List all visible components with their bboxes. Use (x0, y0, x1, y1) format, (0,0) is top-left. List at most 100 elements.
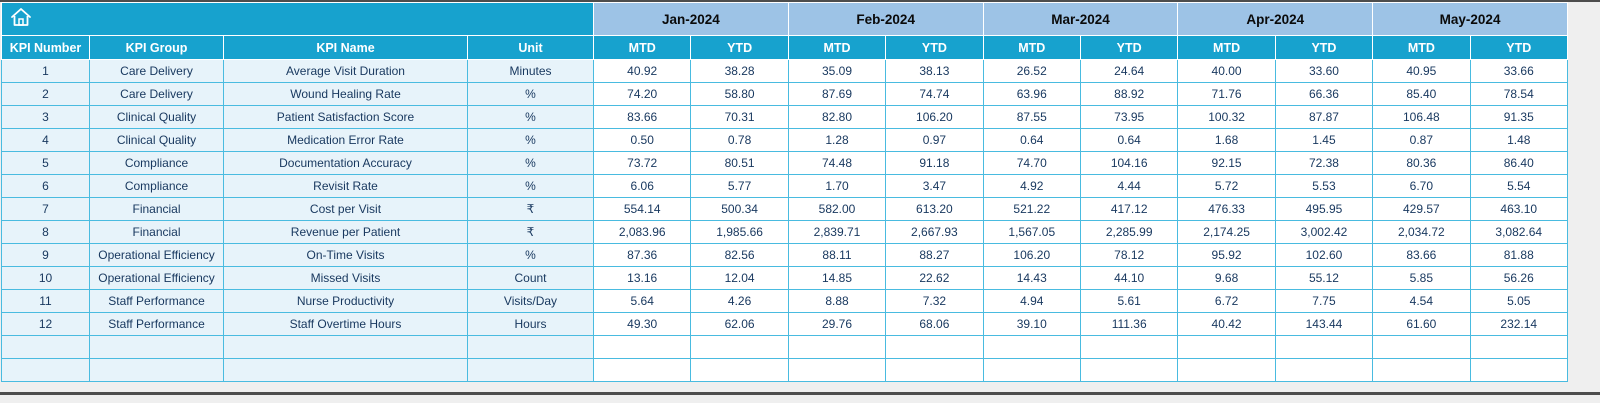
cell-value[interactable]: 1,985.66 (690, 220, 789, 244)
cell-value[interactable]: 70.31 (690, 105, 789, 129)
cell-value[interactable]: 33.66 (1469, 59, 1568, 83)
cell-value[interactable]: 1,567.05 (982, 220, 1081, 244)
cell-value[interactable]: 78.12 (1079, 243, 1179, 267)
cell-kpi-group[interactable]: Clinical Quality (89, 105, 224, 129)
cell-value[interactable]: 49.30 (592, 312, 692, 336)
month-header-apr-2024[interactable]: Apr-2024 (1177, 2, 1374, 36)
cell-value[interactable]: 72.38 (1274, 151, 1374, 175)
cell-kpi-number[interactable]: 2 (1, 82, 90, 106)
cell-value[interactable]: 78.54 (1469, 82, 1568, 106)
cell-kpi-number[interactable]: 8 (1, 220, 90, 244)
col-header-kpi-name[interactable]: KPI Name (223, 35, 468, 60)
cell-value[interactable]: 12.04 (690, 266, 789, 290)
cell-value[interactable]: 6.72 (1177, 289, 1276, 313)
home-icon[interactable] (10, 7, 32, 27)
cell-kpi-number[interactable]: 11 (1, 289, 90, 313)
cell-value[interactable]: 68.06 (885, 312, 984, 336)
month-header-may-2024[interactable]: May-2024 (1372, 2, 1568, 36)
cell-value[interactable]: 102.60 (1274, 243, 1374, 267)
cell-unit[interactable]: % (467, 174, 594, 198)
cell-value[interactable]: 2,083.96 (592, 220, 692, 244)
cell-value[interactable]: 0.64 (1079, 128, 1179, 152)
cell-value[interactable]: 1.45 (1274, 128, 1374, 152)
cell-value[interactable]: 2,839.71 (787, 220, 887, 244)
cell-value[interactable]: 4.94 (982, 289, 1081, 313)
empty-cell[interactable] (885, 335, 984, 359)
month-header-feb-2024[interactable]: Feb-2024 (787, 2, 984, 36)
cell-kpi-group[interactable]: Compliance (89, 151, 224, 175)
subheader-mtd[interactable]: MTD (1372, 35, 1471, 60)
empty-cell[interactable] (467, 335, 594, 359)
cell-kpi-name[interactable]: Medication Error Rate (223, 128, 468, 152)
cell-value[interactable]: 9.68 (1177, 266, 1276, 290)
cell-kpi-name[interactable]: Nurse Productivity (223, 289, 468, 313)
cell-value[interactable]: 88.92 (1079, 82, 1179, 106)
cell-value[interactable]: 1.48 (1469, 128, 1568, 152)
cell-value[interactable]: 58.80 (690, 82, 789, 106)
cell-value[interactable]: 5.85 (1372, 266, 1471, 290)
cell-value[interactable]: 92.15 (1177, 151, 1276, 175)
empty-cell[interactable] (1079, 335, 1179, 359)
cell-value[interactable]: 111.36 (1079, 312, 1179, 336)
cell-kpi-group[interactable]: Operational Efficiency (89, 266, 224, 290)
cell-value[interactable]: 80.51 (690, 151, 789, 175)
cell-kpi-number[interactable]: 10 (1, 266, 90, 290)
cell-value[interactable]: 0.78 (690, 128, 789, 152)
cell-kpi-number[interactable]: 12 (1, 312, 90, 336)
empty-cell[interactable] (89, 358, 224, 382)
cell-value[interactable]: 1.28 (787, 128, 887, 152)
cell-value[interactable]: 6.70 (1372, 174, 1471, 198)
empty-cell[interactable] (690, 335, 789, 359)
empty-cell[interactable] (592, 335, 692, 359)
cell-value[interactable]: 87.87 (1274, 105, 1374, 129)
empty-cell[interactable] (89, 335, 224, 359)
cell-value[interactable]: 80.36 (1372, 151, 1471, 175)
empty-cell[interactable] (787, 335, 887, 359)
cell-value[interactable]: 38.28 (690, 59, 789, 83)
cell-value[interactable]: 22.62 (885, 266, 984, 290)
subheader-mtd[interactable]: MTD (1177, 35, 1276, 60)
empty-cell[interactable] (1177, 335, 1276, 359)
cell-value[interactable]: 87.69 (787, 82, 887, 106)
cell-kpi-group[interactable]: Care Delivery (89, 59, 224, 83)
cell-value[interactable]: 40.42 (1177, 312, 1276, 336)
cell-value[interactable]: 106.20 (885, 105, 984, 129)
cell-value[interactable]: 0.50 (592, 128, 692, 152)
cell-unit[interactable]: ₹ (467, 220, 594, 244)
cell-value[interactable]: 74.74 (885, 82, 984, 106)
subheader-mtd[interactable]: MTD (787, 35, 887, 60)
col-header-kpi-number[interactable]: KPI Number (1, 35, 90, 60)
cell-value[interactable]: 417.12 (1079, 197, 1179, 221)
subheader-ytd[interactable]: YTD (690, 35, 789, 60)
cell-value[interactable]: 74.20 (592, 82, 692, 106)
cell-value[interactable]: 0.64 (982, 128, 1081, 152)
cell-value[interactable]: 104.16 (1079, 151, 1179, 175)
cell-value[interactable]: 521.22 (982, 197, 1081, 221)
cell-value[interactable]: 5.53 (1274, 174, 1374, 198)
subheader-mtd[interactable]: MTD (592, 35, 692, 60)
empty-cell[interactable] (1, 358, 90, 382)
cell-value[interactable]: 87.36 (592, 243, 692, 267)
empty-cell[interactable] (223, 358, 468, 382)
subheader-mtd[interactable]: MTD (982, 35, 1081, 60)
cell-value[interactable]: 7.75 (1274, 289, 1374, 313)
cell-value[interactable]: 55.12 (1274, 266, 1374, 290)
cell-unit[interactable]: Count (467, 266, 594, 290)
subheader-ytd[interactable]: YTD (1079, 35, 1179, 60)
cell-kpi-number[interactable]: 4 (1, 128, 90, 152)
cell-unit[interactable]: % (467, 151, 594, 175)
cell-kpi-name[interactable]: Cost per Visit (223, 197, 468, 221)
cell-value[interactable]: 26.52 (982, 59, 1081, 83)
empty-cell[interactable] (1372, 358, 1471, 382)
cell-kpi-name[interactable]: Revenue per Patient (223, 220, 468, 244)
cell-value[interactable]: 74.70 (982, 151, 1081, 175)
cell-kpi-group[interactable]: Operational Efficiency (89, 243, 224, 267)
empty-cell[interactable] (885, 358, 984, 382)
cell-kpi-number[interactable]: 5 (1, 151, 90, 175)
empty-cell[interactable] (1372, 335, 1471, 359)
cell-kpi-number[interactable]: 9 (1, 243, 90, 267)
cell-value[interactable]: 4.44 (1079, 174, 1179, 198)
subheader-ytd[interactable]: YTD (1469, 35, 1568, 60)
cell-value[interactable]: 95.92 (1177, 243, 1276, 267)
cell-value[interactable]: 429.57 (1372, 197, 1471, 221)
